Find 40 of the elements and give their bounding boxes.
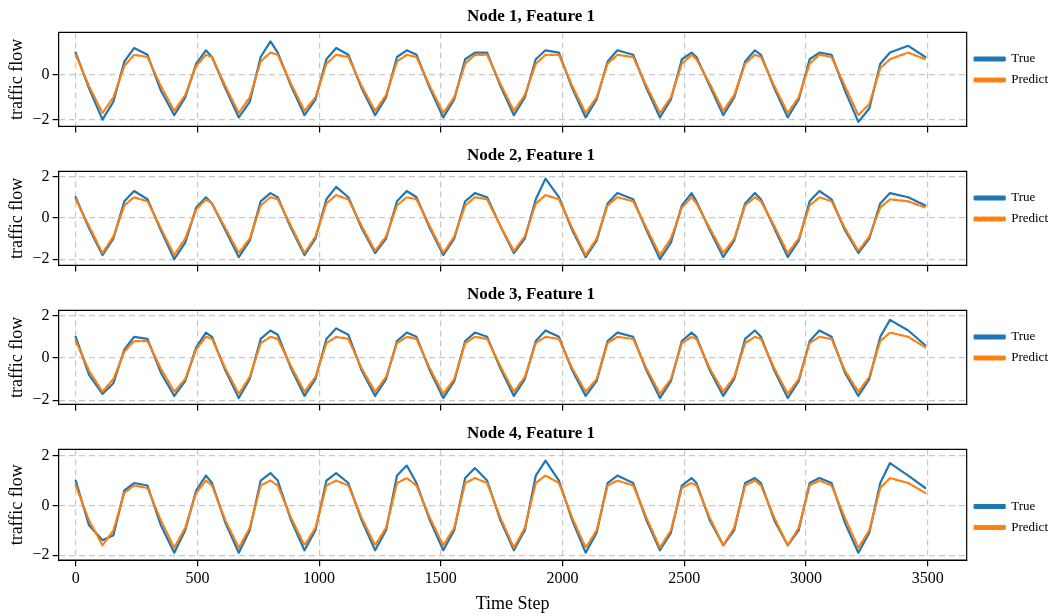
- line-series: [74, 331, 927, 395]
- y-tick-label: 0: [41, 495, 50, 513]
- x-tick-label: 1500: [424, 569, 457, 586]
- chart-title: Node 3, Feature 1: [466, 283, 596, 303]
- y-tick-label: −2: [32, 109, 50, 127]
- x-tick-label: 3000: [790, 569, 822, 586]
- y-tick-label: −2: [32, 545, 50, 563]
- y-tick-label: 2: [41, 445, 50, 463]
- x-tick-label: 2500: [668, 569, 701, 586]
- y-tick-label: 2: [41, 166, 50, 184]
- line-series: [74, 194, 927, 257]
- y-axis-title: traffic flow: [5, 316, 26, 398]
- legend-label: True: [1011, 50, 1036, 66]
- y-axis-title: traffic flow: [5, 38, 26, 120]
- y-tick-label: −2: [32, 390, 50, 408]
- x-tick-label: 1000: [303, 569, 336, 586]
- x-tick-label: 2000: [546, 569, 579, 586]
- y-tick-label: 0: [41, 208, 50, 226]
- chart-title: Node 4, Feature 1: [466, 422, 596, 442]
- y-tick-label: 0: [41, 348, 50, 366]
- legend-label: Predict: [1011, 71, 1049, 87]
- legend-label: True: [1011, 189, 1036, 205]
- legend-label: Predict: [1011, 518, 1049, 534]
- x-axis-title: Time Step: [475, 592, 550, 613]
- line-series: [74, 51, 927, 117]
- y-tick-label: 0: [41, 65, 50, 83]
- y-tick-label: −2: [32, 249, 50, 267]
- legend-label: Predict: [1011, 349, 1049, 365]
- line-series: [74, 474, 927, 549]
- y-tick-label: 2: [41, 305, 50, 323]
- x-tick-label: 3500: [911, 569, 944, 586]
- legend-label: True: [1011, 328, 1036, 344]
- x-tick-label: 0: [71, 569, 80, 586]
- y-axis-title: traffic flow: [5, 464, 26, 546]
- chart-title: Node 2, Feature 1: [466, 144, 596, 164]
- y-axis-title: traffic flow: [5, 177, 26, 259]
- chart-title: Node 1, Feature 1: [466, 5, 596, 25]
- legend-label: True: [1011, 497, 1036, 513]
- legend-label: Predict: [1011, 210, 1049, 226]
- x-tick-label: 500: [185, 569, 210, 586]
